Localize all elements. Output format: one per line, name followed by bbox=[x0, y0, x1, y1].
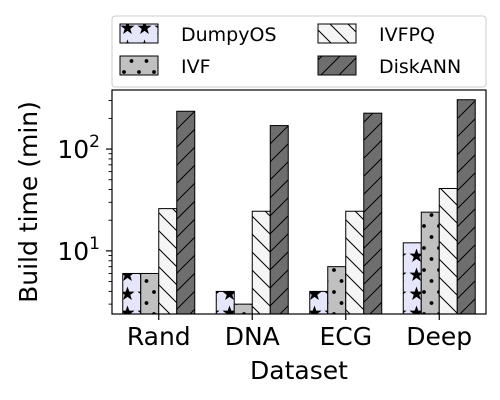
bar-diskann-rand bbox=[176, 110, 196, 314]
legend-frame bbox=[111, 15, 487, 88]
bar-ivfpq-deep bbox=[438, 187, 458, 314]
bar-dumpyos-dna bbox=[215, 290, 235, 314]
bar-group bbox=[122, 99, 476, 314]
bar-ivf-deep bbox=[420, 211, 440, 314]
bar-dumpyos-deep bbox=[402, 242, 422, 314]
bar-diskann-deep bbox=[456, 99, 476, 314]
legend-swatch-ivfpq bbox=[317, 23, 357, 44]
legend-label-ivfpq: IVFPQ bbox=[379, 24, 435, 46]
bar-ivf-ecg bbox=[327, 266, 347, 314]
bar-ivfpq-rand bbox=[158, 208, 178, 314]
bar-dumpyos-rand bbox=[122, 272, 142, 314]
x-tick-label: Deep bbox=[406, 322, 472, 351]
legend-label-diskann: DiskANN bbox=[379, 56, 461, 78]
legend-swatch-diskann bbox=[317, 55, 357, 76]
bar-ivfpq-dna bbox=[251, 210, 271, 314]
legend-label-ivf: IVF bbox=[181, 56, 211, 78]
y-tick-label: 102 bbox=[57, 132, 100, 164]
bar-diskann-ecg bbox=[363, 112, 383, 314]
x-tick-label: ECG bbox=[319, 322, 372, 351]
legend-swatch-dumpyos bbox=[119, 23, 159, 44]
x-tick-label: DNA bbox=[225, 322, 280, 351]
y-axis: 101 102 bbox=[57, 100, 112, 305]
legend-label-dumpyos: DumpyOS bbox=[181, 24, 277, 46]
legend-swatch-ivf bbox=[119, 55, 159, 76]
x-axis: Rand DNA ECG Deep bbox=[127, 314, 472, 351]
bar-diskann-dna bbox=[269, 125, 289, 314]
x-axis-label: Dataset bbox=[250, 356, 348, 385]
bar-dumpyos-ecg bbox=[309, 290, 329, 314]
y-axis-label: Build time (min) bbox=[14, 101, 43, 303]
legend: DumpyOS IVF IVFPQ DiskANN bbox=[111, 15, 487, 88]
y-tick-label: 101 bbox=[57, 234, 100, 266]
bar-ivf-rand bbox=[140, 272, 160, 314]
x-tick-label: Rand bbox=[127, 322, 191, 351]
bar-ivfpq-ecg bbox=[345, 210, 365, 314]
